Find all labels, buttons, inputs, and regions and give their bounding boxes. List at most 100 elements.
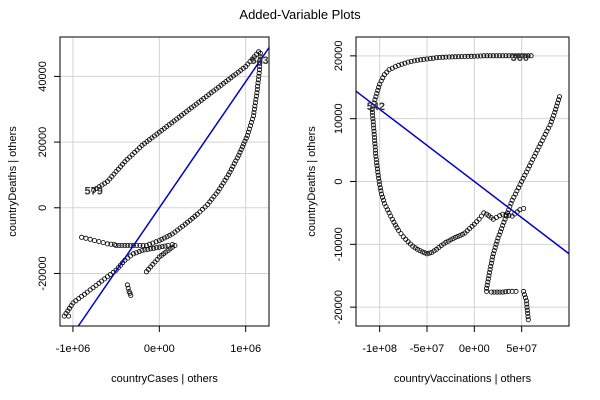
data-point xyxy=(162,243,168,249)
data-point xyxy=(127,253,133,259)
data-point xyxy=(443,239,449,245)
data-point xyxy=(427,56,433,62)
data-point xyxy=(92,238,98,244)
data-point xyxy=(465,53,471,59)
data-point xyxy=(489,257,495,263)
data-point xyxy=(493,241,499,247)
data-point xyxy=(147,241,153,247)
data-point xyxy=(375,87,381,93)
data-point xyxy=(552,109,558,115)
data-point xyxy=(374,163,380,169)
data-point xyxy=(509,53,515,59)
data-point xyxy=(248,119,254,125)
data-point xyxy=(524,304,530,310)
data-point xyxy=(519,53,525,59)
fit-line-cases xyxy=(77,47,270,327)
data-point xyxy=(486,273,492,279)
data-point xyxy=(499,226,505,232)
data-point xyxy=(440,54,446,60)
data-point xyxy=(238,147,244,153)
data-point xyxy=(379,194,385,200)
data-point xyxy=(93,282,99,288)
data-point xyxy=(485,279,491,285)
data-point xyxy=(370,122,376,128)
data-point xyxy=(396,62,402,68)
data-point xyxy=(548,119,554,125)
data-point xyxy=(205,201,211,207)
data-point xyxy=(169,231,175,237)
data-point xyxy=(251,106,257,112)
data-point xyxy=(521,205,527,211)
data-point xyxy=(512,53,518,59)
data-point xyxy=(384,69,390,75)
data-point xyxy=(405,59,411,65)
data-point xyxy=(377,182,383,188)
data-point xyxy=(96,280,102,286)
data-point xyxy=(134,147,140,153)
data-point xyxy=(484,285,490,291)
data-point xyxy=(122,242,128,248)
data-point xyxy=(459,54,465,60)
data-point xyxy=(102,276,108,282)
data-point xyxy=(524,307,530,313)
data-point xyxy=(90,285,96,291)
data-point xyxy=(523,295,529,301)
data-point xyxy=(105,274,111,280)
data-point xyxy=(373,156,379,162)
data-point xyxy=(484,53,490,59)
data-point xyxy=(400,234,406,240)
data-point xyxy=(373,153,379,159)
data-point xyxy=(228,166,234,172)
data-point xyxy=(426,250,432,256)
plot-frame-cases xyxy=(59,36,270,327)
data-point xyxy=(161,235,167,241)
data-point xyxy=(202,204,208,210)
data-point xyxy=(136,249,142,255)
data-point xyxy=(522,292,528,298)
data-point xyxy=(378,188,384,194)
data-point xyxy=(79,234,85,240)
data-point xyxy=(257,57,263,63)
data-point xyxy=(375,169,381,175)
data-point xyxy=(145,246,151,252)
data-point xyxy=(486,270,492,276)
data-point xyxy=(408,59,414,65)
data-point xyxy=(476,216,482,222)
data-point xyxy=(127,154,133,160)
data-point xyxy=(462,54,468,60)
data-point xyxy=(73,298,79,304)
point-label: 360 xyxy=(511,52,529,64)
data-point xyxy=(521,288,527,294)
data-point xyxy=(508,200,514,206)
data-point xyxy=(525,53,531,59)
y-tick-label: 20000 xyxy=(333,41,345,72)
data-point xyxy=(254,90,260,96)
data-point xyxy=(553,106,559,112)
data-point xyxy=(481,210,487,216)
data-point xyxy=(524,301,530,307)
data-point xyxy=(96,239,102,245)
data-point xyxy=(254,87,260,93)
data-point xyxy=(417,248,423,254)
data-point xyxy=(403,236,409,242)
data-point xyxy=(233,158,239,164)
data-point xyxy=(372,147,378,153)
data-point xyxy=(377,185,383,191)
data-point xyxy=(241,141,247,147)
data-point xyxy=(76,296,82,302)
data-point xyxy=(474,53,480,59)
x-tick-label: -1e+06 xyxy=(56,343,91,355)
data-point xyxy=(523,298,529,304)
data-point xyxy=(130,251,136,257)
data-point xyxy=(372,144,378,150)
data-point xyxy=(459,231,465,237)
data-point xyxy=(502,216,508,222)
data-point xyxy=(370,113,376,119)
x-tick-label: 0e+00 xyxy=(144,343,175,355)
data-point xyxy=(137,242,143,248)
x-tick-label: 1e+06 xyxy=(230,343,261,355)
data-point xyxy=(372,141,378,147)
data-point xyxy=(497,289,503,295)
data-point xyxy=(478,53,484,59)
data-point xyxy=(246,126,252,132)
